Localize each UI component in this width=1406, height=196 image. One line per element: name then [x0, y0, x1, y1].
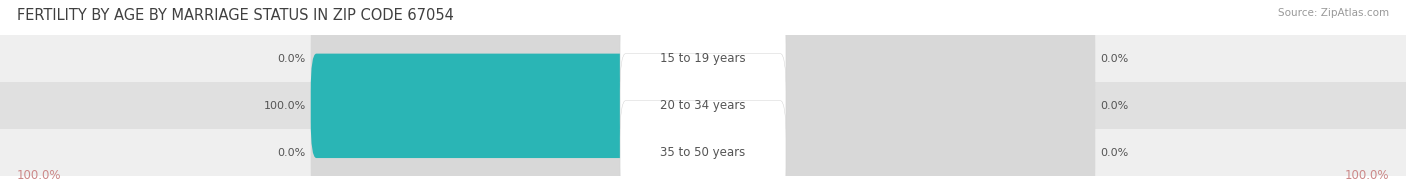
Text: 0.0%: 0.0% [277, 148, 307, 158]
FancyBboxPatch shape [765, 101, 1095, 196]
Text: 35 to 50 years: 35 to 50 years [661, 146, 745, 159]
FancyBboxPatch shape [620, 7, 786, 111]
Text: 0.0%: 0.0% [1099, 54, 1129, 64]
Text: 0.0%: 0.0% [1099, 148, 1129, 158]
Text: 100.0%: 100.0% [1344, 169, 1389, 182]
FancyBboxPatch shape [765, 7, 1095, 111]
Text: 0.0%: 0.0% [277, 54, 307, 64]
Text: FERTILITY BY AGE BY MARRIAGE STATUS IN ZIP CODE 67054: FERTILITY BY AGE BY MARRIAGE STATUS IN Z… [17, 8, 454, 23]
FancyBboxPatch shape [765, 54, 1095, 158]
FancyBboxPatch shape [0, 82, 1406, 129]
Text: 15 to 19 years: 15 to 19 years [661, 52, 745, 65]
FancyBboxPatch shape [311, 7, 643, 111]
FancyBboxPatch shape [620, 54, 786, 158]
Text: 20 to 34 years: 20 to 34 years [661, 99, 745, 112]
FancyBboxPatch shape [0, 35, 1406, 82]
FancyBboxPatch shape [311, 54, 643, 158]
FancyBboxPatch shape [311, 101, 643, 196]
Text: Source: ZipAtlas.com: Source: ZipAtlas.com [1278, 8, 1389, 18]
Text: 100.0%: 100.0% [17, 169, 62, 182]
FancyBboxPatch shape [620, 101, 786, 196]
FancyBboxPatch shape [0, 129, 1406, 176]
FancyBboxPatch shape [311, 54, 643, 158]
Text: 100.0%: 100.0% [263, 101, 307, 111]
Text: 0.0%: 0.0% [1099, 101, 1129, 111]
